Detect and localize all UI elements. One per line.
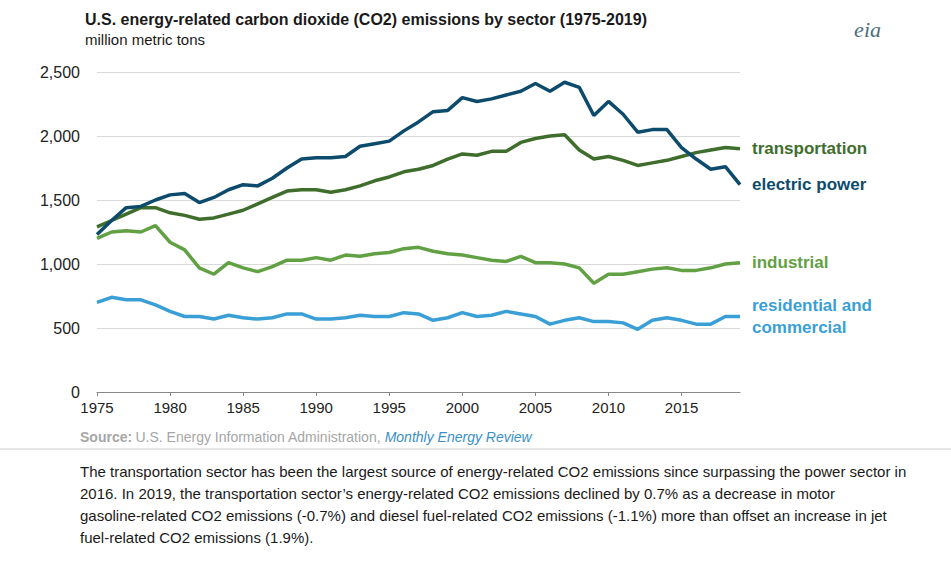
svg-text:residential and: residential and bbox=[752, 296, 872, 315]
svg-text:electric power: electric power bbox=[752, 175, 867, 194]
svg-text:industrial: industrial bbox=[752, 253, 829, 272]
svg-text:2,500: 2,500 bbox=[40, 64, 80, 81]
svg-text:U.S. Energy Information Admini: U.S. Energy Information Administration, bbox=[135, 429, 380, 445]
svg-text:commercial: commercial bbox=[752, 318, 847, 337]
svg-text:2005: 2005 bbox=[519, 399, 552, 416]
svg-text:1,500: 1,500 bbox=[40, 192, 80, 209]
svg-text:1995: 1995 bbox=[373, 399, 406, 416]
svg-text:1990: 1990 bbox=[300, 399, 333, 416]
svg-text:gasoline-related CO2 emissions: gasoline-related CO2 emissions (-0.7%) a… bbox=[80, 507, 891, 524]
svg-text:U.S. energy-related carbon dio: U.S. energy-related carbon dioxide (CO2)… bbox=[85, 11, 647, 28]
svg-text:Source:: Source: bbox=[80, 429, 132, 445]
svg-text:The transportation sector has: The transportation sector has been the l… bbox=[80, 463, 910, 480]
svg-text:2010: 2010 bbox=[592, 399, 625, 416]
svg-text:2016. In 2019, the transportat: 2016. In 2019, the transportation sector… bbox=[80, 485, 839, 502]
svg-text:2000: 2000 bbox=[446, 399, 479, 416]
svg-text:2,000: 2,000 bbox=[40, 128, 80, 145]
svg-text:500: 500 bbox=[53, 320, 80, 337]
svg-text:1,000: 1,000 bbox=[40, 256, 80, 273]
svg-text:1980: 1980 bbox=[153, 399, 186, 416]
svg-text:0: 0 bbox=[71, 384, 80, 401]
svg-text:eia: eia bbox=[854, 17, 881, 42]
svg-text:million metric tons: million metric tons bbox=[85, 31, 205, 48]
svg-text:2015: 2015 bbox=[665, 399, 698, 416]
svg-text:fuel-related CO2 emissions (1.: fuel-related CO2 emissions (1.9%). bbox=[80, 529, 313, 546]
svg-text:1975: 1975 bbox=[80, 399, 113, 416]
svg-text:1985: 1985 bbox=[226, 399, 259, 416]
svg-text:Monthly Energy Review: Monthly Energy Review bbox=[385, 429, 533, 445]
svg-text:transportation: transportation bbox=[752, 139, 867, 158]
